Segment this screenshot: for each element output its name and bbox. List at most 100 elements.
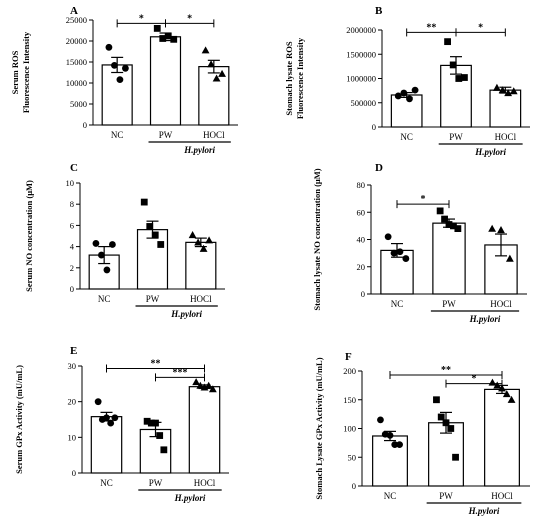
y-tick-label: 0 [70,284,74,294]
y-tick-label: 15000 [66,57,87,67]
data-point [94,398,102,406]
data-point [390,249,398,257]
y-axis-title-line: Stomach lysate ROS [284,41,294,115]
x-tick-label: HOCl [491,491,513,501]
data-point [498,86,507,94]
data-point [488,224,497,232]
y-tick-label: 0 [372,122,376,132]
y-axis-title: Stomach lysate NO concentration (μM) [312,168,322,310]
data-point [156,432,164,439]
y-tick-label: 1500000 [346,49,376,59]
bar-hocl [198,66,230,126]
y-tick-label: 2 [70,263,74,273]
data-point [153,25,161,32]
panel-letter: D [375,162,383,174]
data-point [455,75,463,82]
data-point [391,441,399,448]
x-tick-label: NC [384,491,397,501]
data-point [433,396,440,404]
y-axis-title: Stomach Lysate GPx Activity (mU/mL) [314,357,324,499]
y-tick-label: 5000 [70,99,87,109]
y-tick-label: 20 [357,262,366,272]
data-point [109,241,116,248]
significance-label: * [139,13,144,24]
panel-c: C 0 2 4 6 8 10 Serum NO concentration (μM) NC PW H… [24,162,225,319]
y-axis-title-line: Serum ROS [10,50,20,94]
x-tick-label: PW [159,130,173,140]
bar-hocl [484,388,520,487]
group-label: H.pylori [170,309,202,319]
y-tick-label: 40 [357,235,366,245]
panel-d: D 0 20 40 60 80 Stomach lysate NO concentratio… [312,162,527,324]
data-point [147,419,155,427]
data-point [159,35,167,42]
data-point [103,266,111,274]
y-tick-label: 20000 [66,36,87,46]
data-point [436,207,444,215]
y-tick-label: 6 [70,220,74,230]
y-tick-label: 150 [343,395,356,405]
x-tick-label: PW [146,294,160,304]
data-point [151,231,159,239]
y-tick-label: 25000 [66,15,87,25]
panel-letter: C [70,162,78,174]
data-point [122,64,129,72]
y-axis-title-line: Stomach lysate NO concentration (μM) [312,168,322,310]
significance-label: * [421,194,426,205]
data-point [488,378,497,386]
group-label: H.pylori [474,147,506,157]
x-tick-label: HOCl [495,132,517,142]
data-point [111,61,118,69]
x-tick-label: HOCl [194,478,216,488]
panel-letter: E [70,345,77,357]
x-tick-label: NC [111,130,124,140]
bar-pw [149,36,182,126]
y-axis-title-line: Serum GPx Activity (mU/mL) [14,365,24,474]
data-point [394,92,402,100]
data-point [444,38,451,46]
x-tick-label: NC [391,299,404,309]
data-point [140,198,148,206]
y-axis-title-line: Fluorescence Intensity [21,31,31,113]
y-tick-label: 2000000 [346,25,376,35]
y-axis-title: Serum GPx Activity (mU/mL) [14,365,24,474]
x-tick-label: PW [439,491,453,501]
bar-pw [432,222,466,295]
group-label: H.pylori [469,314,501,324]
panel-letter: F [345,351,352,363]
significance-label: ** [151,358,161,369]
y-axis-title-line: Fluorescence Intensity [295,37,305,119]
x-tick-label: HOCl [203,130,225,140]
panel-a: A 0 5000 10000 15000 20000 25000 Serum ROSFluor… [10,5,238,155]
data-point [98,251,105,259]
bar-hocl [185,241,217,290]
y-tick-label: 0 [83,120,87,130]
data-point [116,76,124,84]
y-tick-label: 8 [70,199,74,209]
data-point [452,453,459,461]
y-tick-label: 0 [352,481,356,491]
data-point [188,231,197,239]
y-tick-label: 60 [357,207,366,217]
bar-nc [101,64,133,126]
data-point [396,441,403,448]
data-point [92,240,100,247]
data-point [205,236,213,244]
data-point [170,35,178,43]
data-point [377,416,384,424]
panel-letter: A [70,5,78,17]
panel-b: B 0 500000 1000000 1500000 2000000 Stomach lys… [284,5,530,157]
x-tick-label: PW [442,299,456,309]
significance-label: * [472,374,477,385]
data-point [212,74,221,82]
x-tick-label: HOCl [190,294,212,304]
data-point [437,413,445,421]
y-tick-label: 20 [68,397,77,407]
y-tick-label: 500000 [351,98,377,108]
bar-pw [136,229,169,290]
y-tick-label: 0 [72,468,76,478]
y-tick-label: 10 [68,432,77,442]
data-point [218,69,226,77]
data-point [146,223,154,230]
